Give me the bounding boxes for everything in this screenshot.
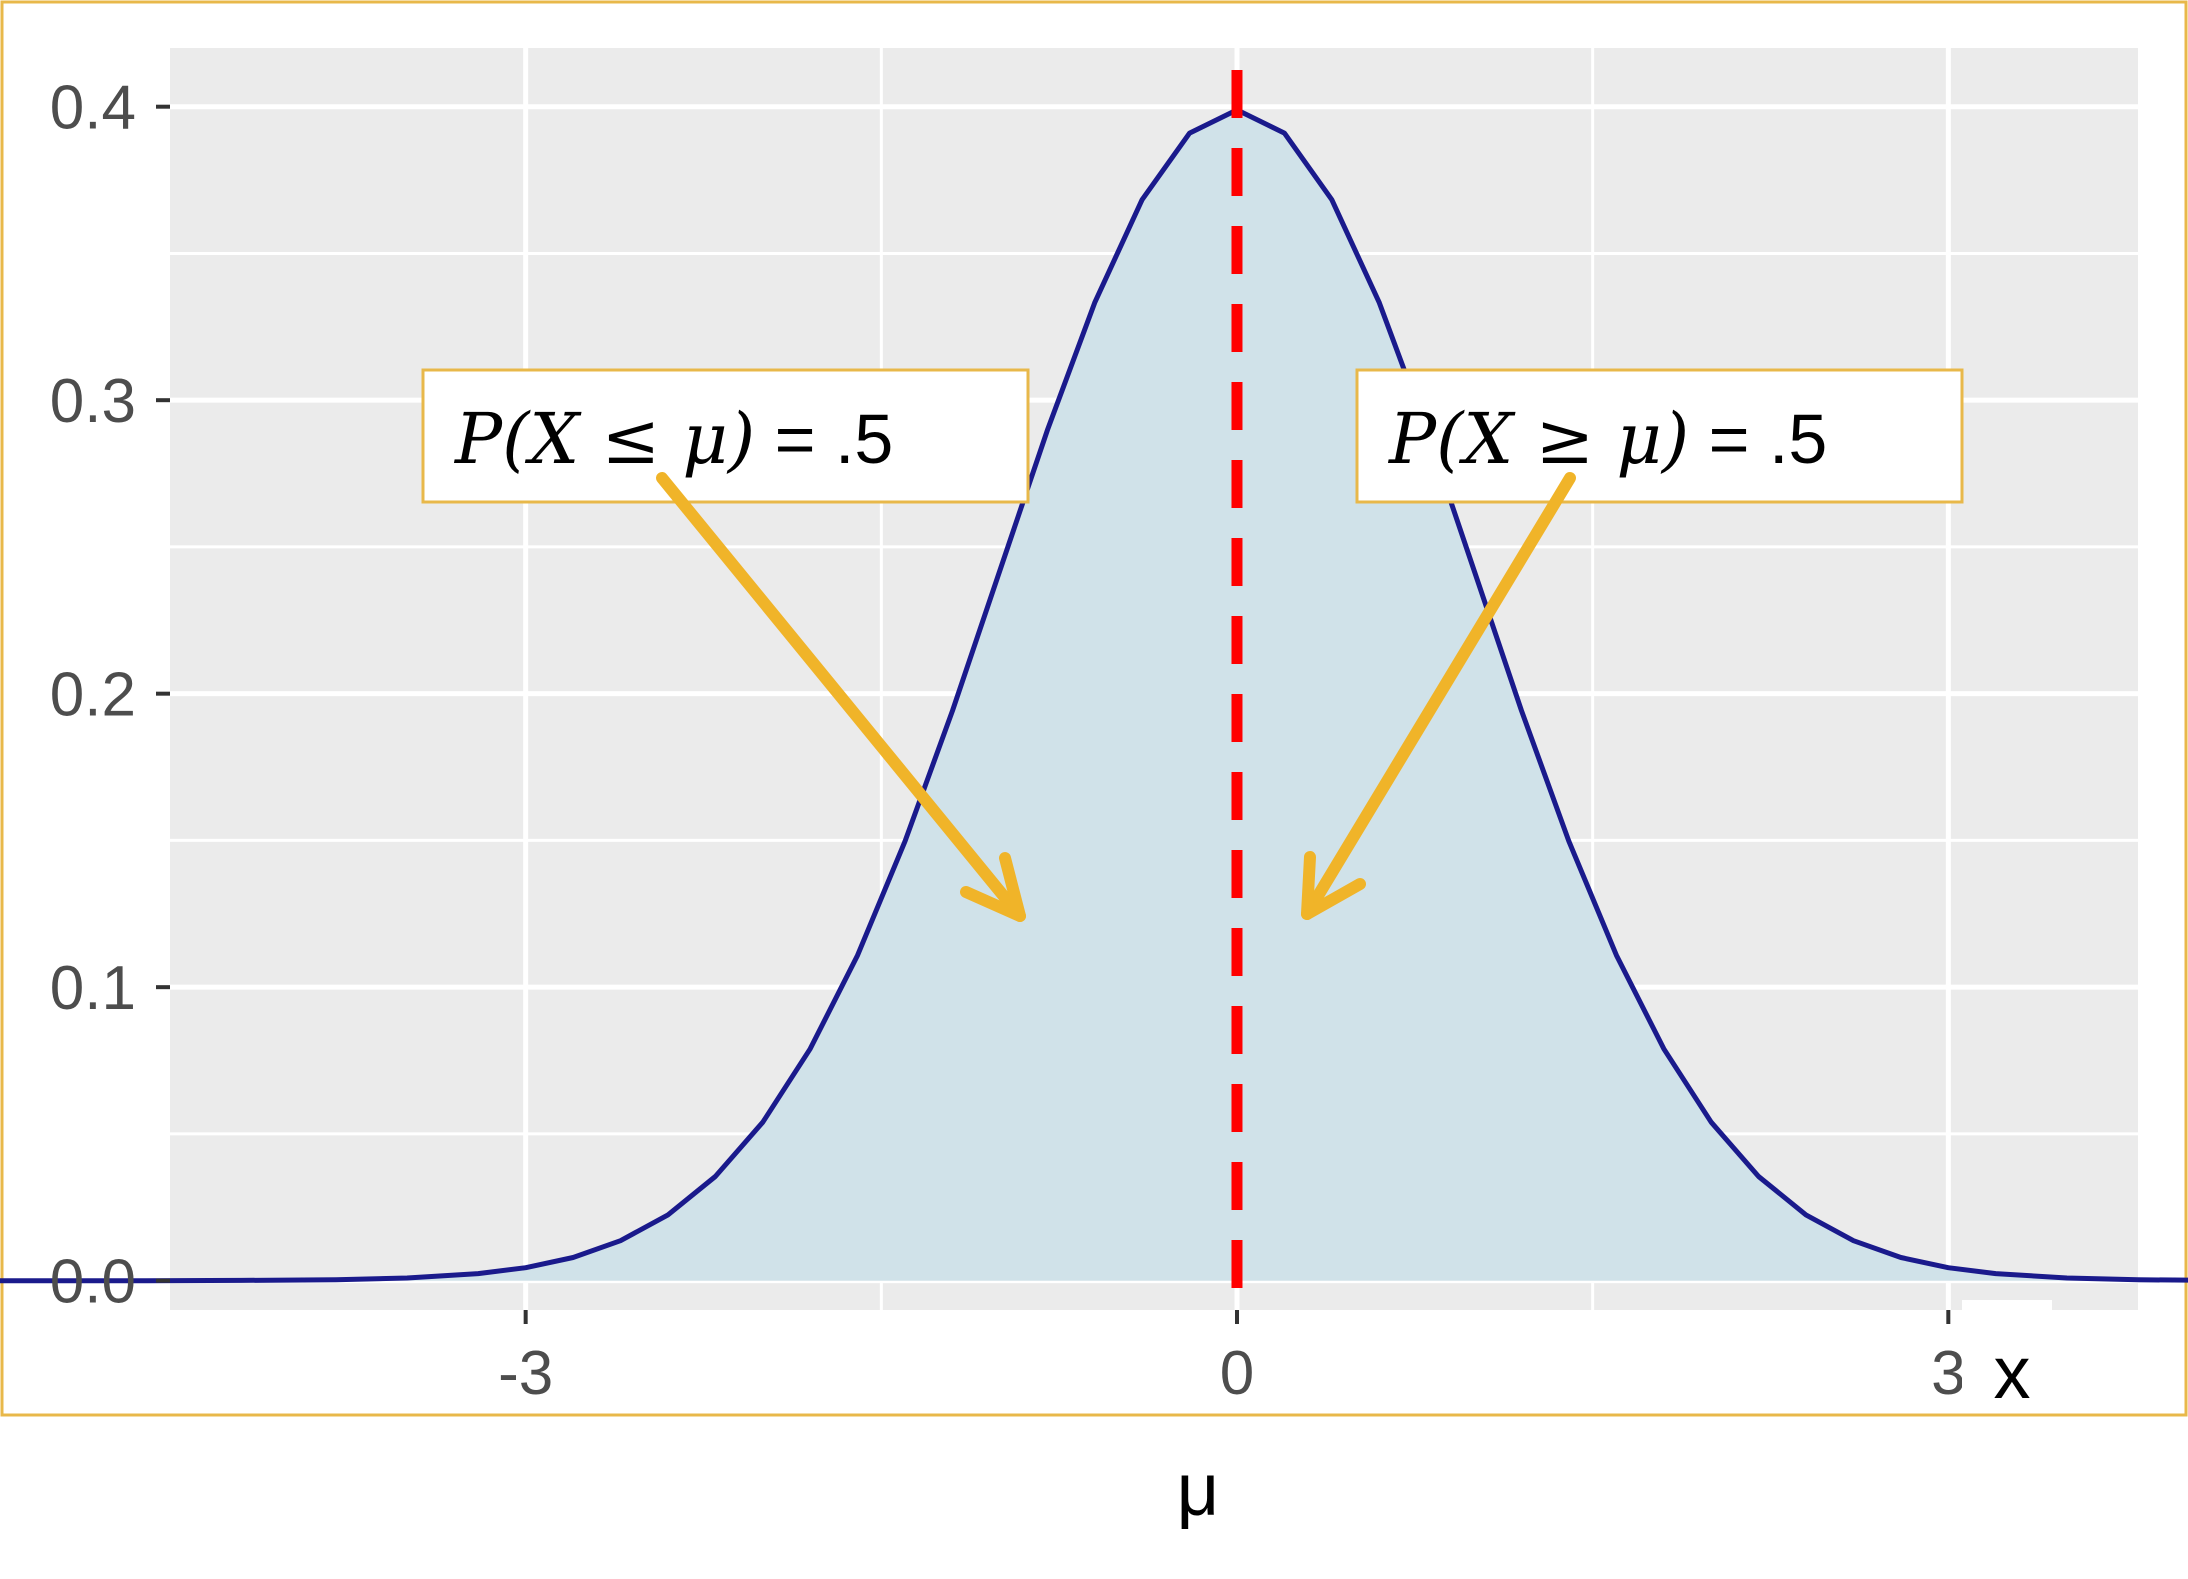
callout-text-right: P(X ≥ μ) = .5 (1387, 398, 1827, 480)
arrow-head-left (960, 852, 1026, 922)
y-tick-label: 0.1 (50, 954, 136, 1023)
callout-value-left: = .5 (755, 400, 893, 478)
annotation-layer: P(X ≤ μ) = .5 P(X ≥ μ) = .5 (421, 368, 1964, 922)
arrow-head-right (1301, 851, 1366, 920)
y-tick-label: 0.3 (50, 367, 136, 436)
callout-text-left: P(X ≤ μ) = .5 (453, 398, 893, 480)
x-tick-label: 3 (1931, 1339, 1965, 1408)
x-axis-title: x (1994, 1331, 2031, 1414)
y-tick-label: 0.0 (50, 1248, 136, 1317)
callout-math-right: P(X ≥ μ) (1387, 398, 1689, 480)
callout-box-left (421, 368, 1030, 504)
density-fill (0, 109, 2188, 1281)
mean-symbol-label: μ (1177, 1448, 1220, 1531)
y-tick-label: 0.4 (50, 74, 136, 143)
arrow-shaft-right (1301, 472, 1576, 920)
arrow-shaft-left (656, 472, 1026, 922)
x-axis: -3 0 3 (498, 1310, 1966, 1408)
callout-box-right (1355, 368, 1964, 504)
callout-math-left: P(X ≤ μ) (453, 398, 755, 480)
x-tick-label: -3 (498, 1339, 553, 1408)
x-tick-label: 0 (1220, 1339, 1254, 1408)
y-tick-label: 0.2 (50, 661, 136, 730)
y-axis: 0.0 0.1 0.2 0.3 0.4 (50, 74, 170, 1317)
callout-value-right: = .5 (1689, 400, 1827, 478)
x-label-backdrop (1962, 1300, 2052, 1410)
